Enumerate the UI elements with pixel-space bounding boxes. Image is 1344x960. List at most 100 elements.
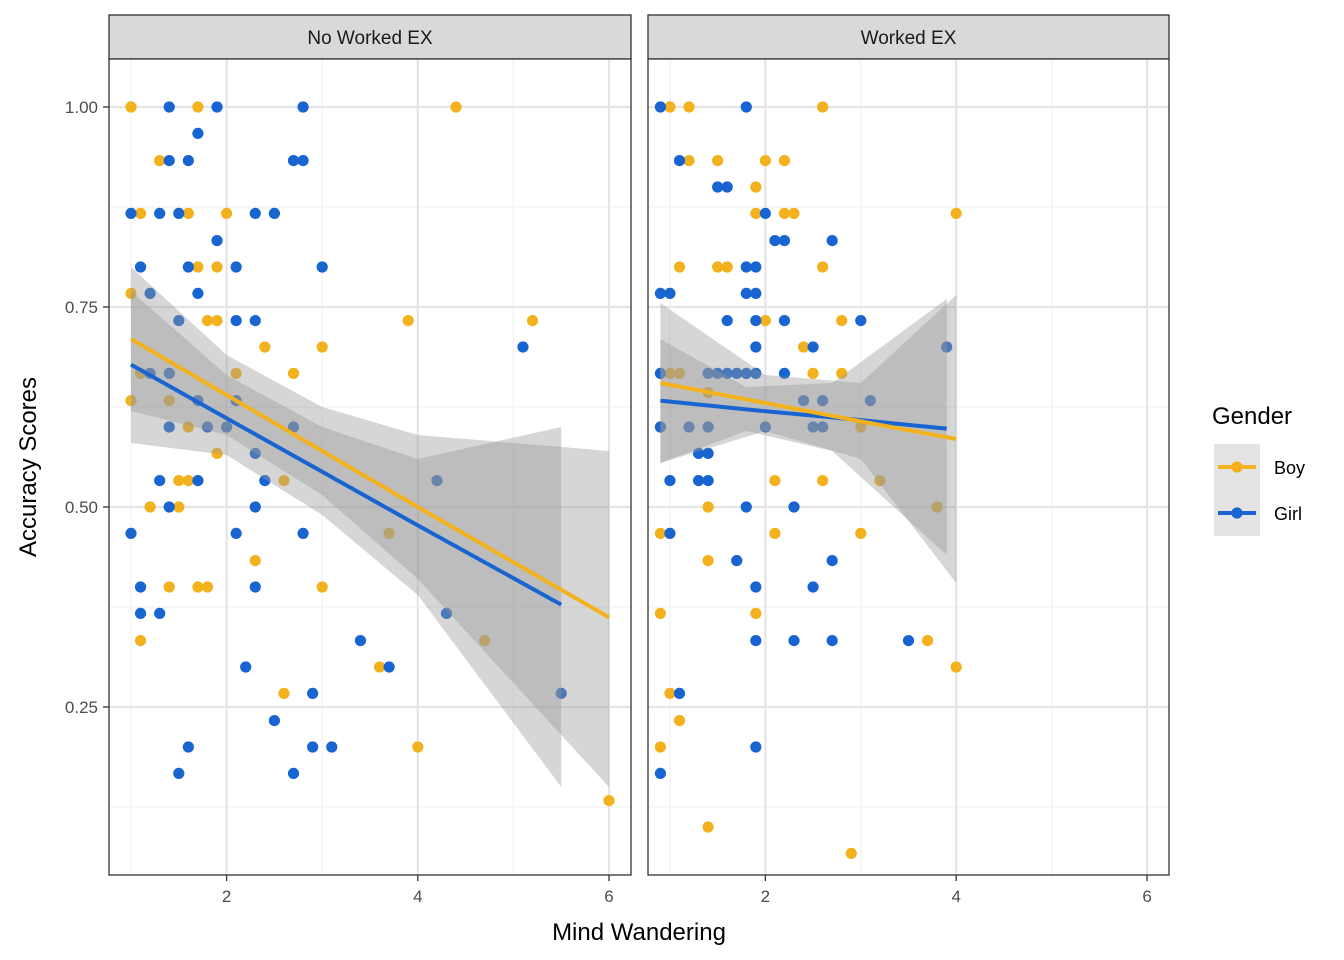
confidence-ribbon-boy <box>660 295 957 583</box>
point-girl <box>702 447 714 459</box>
point-boy <box>144 501 156 513</box>
point-girl <box>287 767 300 780</box>
point-boy <box>278 687 290 700</box>
point-boy <box>134 635 147 647</box>
point-girl <box>826 635 838 647</box>
point-girl <box>297 527 309 540</box>
point-boy <box>845 847 857 860</box>
point-girl <box>249 315 261 327</box>
point-girl <box>731 367 743 379</box>
x-tick-label: 2 <box>222 887 231 906</box>
y-axis-title: Accuracy Scores <box>15 377 42 557</box>
point-girl <box>683 421 695 433</box>
point-boy <box>450 101 462 113</box>
point-girl <box>240 661 252 673</box>
point-girl <box>769 235 781 247</box>
point-boy <box>836 315 848 327</box>
point-boy <box>750 181 762 193</box>
point-girl <box>807 341 819 353</box>
point-girl <box>211 101 223 113</box>
point-girl <box>383 661 395 673</box>
point-boy <box>683 155 695 167</box>
point-girl <box>692 447 705 459</box>
panel-background <box>109 59 631 875</box>
point-boy <box>163 395 175 407</box>
point-girl <box>125 207 137 219</box>
point-girl <box>163 101 175 113</box>
y-tick-label: 0.50 <box>65 498 98 517</box>
point-boy <box>211 261 223 273</box>
x-tick-label: 4 <box>413 887 422 906</box>
point-girl <box>163 421 175 433</box>
point-girl <box>134 607 147 620</box>
point-boy <box>769 475 781 487</box>
point-girl <box>778 235 791 247</box>
point-girl <box>721 181 733 193</box>
point-girl <box>673 155 686 167</box>
y-tick-label: 0.75 <box>65 298 98 317</box>
point-boy <box>134 207 147 219</box>
point-girl <box>230 315 242 327</box>
facet-strip <box>647 14 1170 60</box>
point-girl <box>788 501 800 513</box>
point-boy <box>182 475 194 487</box>
point-girl <box>941 341 953 353</box>
point-girl <box>826 555 838 567</box>
point-girl <box>307 741 319 753</box>
point-boy <box>673 367 686 379</box>
point-girl <box>654 287 667 299</box>
point-boy <box>201 581 214 593</box>
point-girl <box>297 155 309 167</box>
point-girl <box>287 421 300 433</box>
point-boy <box>125 395 137 407</box>
point-boy <box>778 155 791 167</box>
point-boy <box>182 207 194 219</box>
point-boy <box>855 421 867 433</box>
fit-line-girl <box>660 398 947 431</box>
panel-border <box>108 58 632 876</box>
point-girl <box>154 207 166 219</box>
point-girl <box>855 315 867 327</box>
point-boy <box>125 101 137 113</box>
point-girl <box>654 767 667 780</box>
point-boy <box>759 155 771 167</box>
point-boy <box>950 661 962 673</box>
point-boy <box>817 261 829 273</box>
point-girl <box>431 475 443 487</box>
point-girl <box>307 687 319 700</box>
point-girl <box>316 261 328 273</box>
point-boy <box>950 207 962 219</box>
point-girl <box>517 341 529 353</box>
point-girl <box>555 687 567 700</box>
fit-line-girl <box>130 362 563 607</box>
point-boy <box>412 741 424 753</box>
facet-strip <box>108 14 632 60</box>
panel-2: Worked EX <box>647 14 1170 876</box>
point-boy <box>192 581 204 593</box>
point-girl <box>192 475 204 487</box>
x-tick-label: 6 <box>1142 887 1151 906</box>
point-girl <box>125 527 137 540</box>
point-girl <box>154 607 166 620</box>
point-boy <box>526 315 539 327</box>
point-girl <box>144 287 156 299</box>
point-girl <box>740 367 752 379</box>
point-girl <box>817 395 829 407</box>
legend-item-girl: Girl <box>1214 490 1302 536</box>
point-girl <box>692 475 705 487</box>
point-girl <box>740 261 752 273</box>
point-boy <box>654 607 667 620</box>
point-boy <box>712 261 724 273</box>
point-girl <box>807 581 819 593</box>
point-boy <box>654 527 667 540</box>
point-girl <box>192 127 204 139</box>
point-girl <box>182 261 194 273</box>
point-boy <box>125 287 137 299</box>
x-tick-label: 6 <box>604 887 613 906</box>
point-girl <box>230 527 242 540</box>
point-boy <box>712 155 724 167</box>
point-girl <box>163 501 175 513</box>
point-boy <box>316 341 328 353</box>
point-boy <box>750 607 762 620</box>
